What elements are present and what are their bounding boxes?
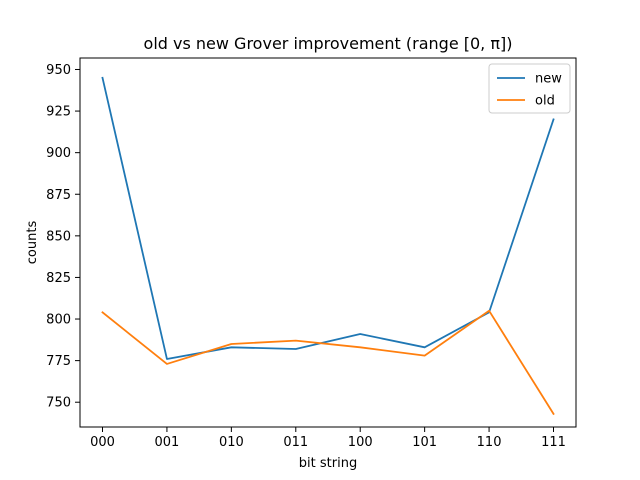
y-tick-label: 775 — [46, 354, 71, 369]
x-tick-label: 100 — [348, 435, 373, 450]
legend: new old — [488, 63, 571, 114]
y-tick-label: 825 — [46, 271, 71, 286]
x-axis: 000 001 010 011 100 101 110 111 — [90, 427, 566, 450]
series-layer — [101, 76, 555, 416]
x-tick-label: 010 — [219, 435, 244, 450]
legend-label-new: new — [535, 72, 562, 87]
y-axis: 750 775 800 825 850 875 900 925 950 — [46, 63, 80, 411]
chart-title: old vs new Grover improvement (range [0,… — [144, 34, 513, 53]
legend-label-old: old — [535, 94, 555, 109]
y-tick-label: 875 — [46, 188, 71, 203]
x-tick-label: 101 — [412, 435, 437, 450]
x-axis-label: bit string — [299, 456, 357, 471]
y-tick-label: 925 — [46, 105, 71, 120]
x-tick-label: 110 — [477, 435, 502, 450]
series-line-old — [101, 309, 555, 416]
y-tick-label: 750 — [46, 396, 71, 411]
plot-frame — [79, 57, 577, 428]
y-tick-label: 950 — [46, 63, 71, 78]
x-tick-label: 111 — [541, 435, 566, 450]
x-tick-label: 011 — [283, 435, 308, 450]
y-tick-label: 800 — [46, 313, 71, 328]
y-tick-label: 900 — [46, 146, 71, 161]
y-tick-label: 850 — [46, 229, 71, 244]
y-axis-label: counts — [25, 221, 40, 265]
x-tick-label: 000 — [90, 435, 115, 450]
x-tick-label: 001 — [155, 435, 180, 450]
